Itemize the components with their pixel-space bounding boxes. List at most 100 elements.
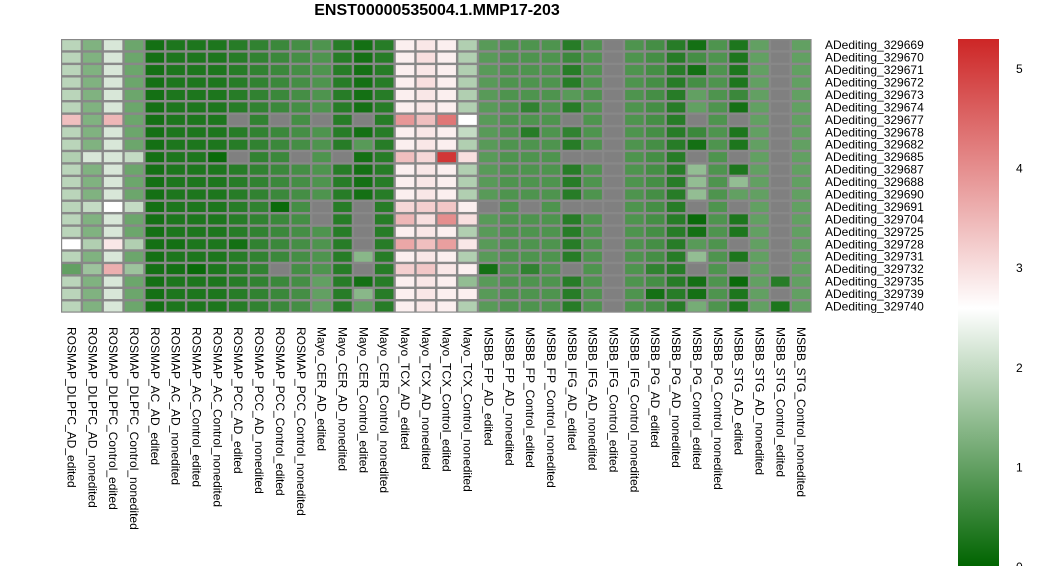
row-label: ADediting_329731	[825, 250, 924, 264]
heatmap-cell	[208, 52, 227, 63]
heatmap-cell	[583, 164, 602, 175]
heatmap-cell	[625, 177, 644, 188]
heatmap-cell	[416, 264, 436, 275]
heatmap-cell	[771, 289, 790, 300]
heatmap-cell	[604, 164, 623, 175]
heatmap-cell	[270, 239, 290, 250]
heatmap-cell	[145, 276, 165, 287]
heatmap-cell	[395, 114, 415, 125]
row-labels: ADediting_329669ADediting_329670ADeditin…	[825, 38, 924, 313]
heatmap-cell	[229, 276, 248, 287]
heatmap-cell	[479, 251, 498, 262]
heatmap-cell	[249, 189, 269, 200]
heatmap-cell	[625, 239, 644, 250]
heatmap-cell	[124, 251, 144, 262]
heatmap-cell	[541, 276, 561, 287]
heatmap-cell	[750, 127, 769, 138]
heatmap-cell	[687, 152, 707, 163]
heatmap-cell	[500, 177, 519, 188]
heatmap-cell	[374, 164, 394, 175]
heatmap-cell	[62, 139, 81, 150]
heatmap-cell	[771, 102, 790, 113]
heatmap-cell	[666, 40, 686, 51]
heatmap-cell	[208, 226, 227, 237]
heatmap-cell	[270, 89, 290, 100]
heatmap-cell	[249, 102, 269, 113]
heatmap-cell	[124, 301, 144, 312]
heatmap-cell	[229, 226, 248, 237]
heatmap-cell	[458, 40, 477, 51]
heatmap-cell	[646, 301, 665, 312]
heatmap-cell	[416, 127, 436, 138]
row-label: ADediting_329688	[825, 175, 924, 189]
heatmap-cell	[374, 177, 394, 188]
column-label: ROSMAP_PCC_Control_edited	[273, 327, 287, 496]
heatmap-cell	[416, 52, 436, 63]
heatmap-cell	[520, 301, 540, 312]
heatmap-cell	[374, 77, 394, 88]
heatmap-cell	[395, 89, 415, 100]
heatmap-cell	[625, 251, 644, 262]
heatmap-cell	[312, 239, 331, 250]
heatmap-cell	[687, 40, 707, 51]
heatmap-cell	[791, 251, 811, 262]
heatmap-cell	[333, 127, 352, 138]
heatmap-cell	[500, 89, 519, 100]
heatmap-cell	[458, 52, 477, 63]
heatmap-cell	[229, 52, 248, 63]
heatmap-cell	[500, 289, 519, 300]
heatmap-cell	[500, 65, 519, 76]
heatmap-cell	[145, 164, 165, 175]
heatmap-cell	[791, 52, 811, 63]
heatmap-cell	[416, 114, 436, 125]
heatmap-cell	[124, 289, 144, 300]
heatmap-cell	[750, 114, 769, 125]
heatmap-cell	[187, 102, 206, 113]
heatmap-cell	[291, 177, 310, 188]
heatmap-cell	[479, 152, 498, 163]
heatmap-cell	[249, 177, 269, 188]
heatmap-cell	[270, 214, 290, 225]
heatmap-cell	[541, 214, 561, 225]
heatmap-cell	[354, 264, 373, 275]
heatmap-cell	[249, 201, 269, 212]
heatmap-cell	[437, 189, 456, 200]
heatmap-cell	[479, 276, 498, 287]
row-label: ADediting_329670	[825, 51, 924, 65]
heatmap-cell	[416, 89, 436, 100]
column-label: MSBB_FP_AD_edited	[481, 327, 495, 446]
heatmap-cell	[708, 214, 727, 225]
heatmap-cell	[791, 226, 811, 237]
heatmap-cell	[520, 289, 540, 300]
heatmap-cell	[395, 264, 415, 275]
heatmap-cell	[416, 139, 436, 150]
column-label: Mayo_TCX_AD_edited	[398, 327, 412, 450]
heatmap-cell	[166, 189, 185, 200]
heatmap-cell	[771, 177, 790, 188]
heatmap-cell	[62, 127, 81, 138]
heatmap-cell	[145, 289, 165, 300]
heatmap-cell	[666, 52, 686, 63]
heatmap-cell	[145, 65, 165, 76]
heatmap-cell	[562, 226, 582, 237]
heatmap-cell	[771, 114, 790, 125]
heatmap-cell	[62, 102, 81, 113]
heatmap-cell	[62, 52, 81, 63]
heatmap-cell	[354, 139, 373, 150]
heatmap-cell	[562, 164, 582, 175]
heatmap-cell	[437, 251, 456, 262]
column-label: MSBB_PG_Control_edited	[690, 327, 704, 470]
heatmap-cell	[708, 264, 727, 275]
heatmap-cell	[479, 177, 498, 188]
heatmap-cell	[270, 276, 290, 287]
heatmap-cell	[479, 189, 498, 200]
heatmap-cell	[354, 40, 373, 51]
heatmap-cell	[208, 102, 227, 113]
heatmap-cell	[312, 139, 331, 150]
heatmap-cell	[124, 264, 144, 275]
heatmap-cell	[229, 114, 248, 125]
heatmap-cell	[479, 77, 498, 88]
heatmap-cell	[312, 114, 331, 125]
heatmap-cell	[374, 40, 394, 51]
